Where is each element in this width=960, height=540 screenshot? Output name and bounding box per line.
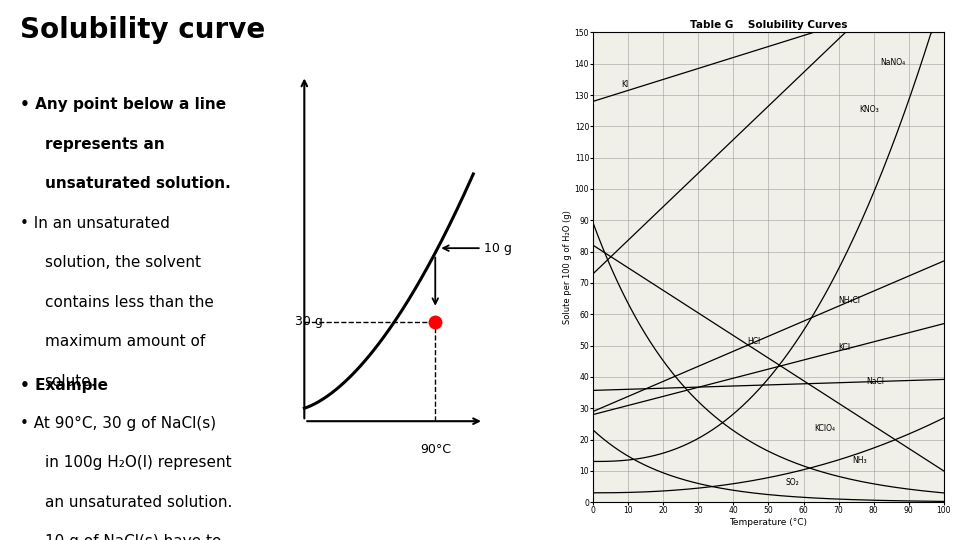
Text: NH₄Cl: NH₄Cl	[839, 296, 860, 305]
Text: contains less than the: contains less than the	[44, 295, 213, 310]
Text: solute.: solute.	[44, 374, 96, 389]
Text: • Any point below a line: • Any point below a line	[20, 97, 227, 112]
Text: 30 g: 30 g	[295, 315, 323, 328]
Text: KNO₃: KNO₃	[859, 105, 879, 114]
Text: • At 90°C, 30 g of NaCl(s): • At 90°C, 30 g of NaCl(s)	[20, 416, 216, 431]
Text: solution, the solvent: solution, the solvent	[44, 255, 201, 271]
Text: 90°C: 90°C	[420, 443, 451, 456]
Text: unsaturated solution.: unsaturated solution.	[44, 176, 230, 191]
Text: KCl: KCl	[839, 343, 851, 352]
Text: in 100g H₂O(l) represent: in 100g H₂O(l) represent	[44, 455, 231, 470]
Text: an unsaturated solution.: an unsaturated solution.	[44, 495, 232, 510]
Title: Table G    Solubility Curves: Table G Solubility Curves	[689, 20, 848, 30]
Text: represents an: represents an	[44, 137, 164, 152]
Text: • Example: • Example	[20, 378, 108, 393]
Text: 10 g: 10 g	[484, 242, 512, 255]
Text: NH₃: NH₃	[852, 456, 867, 464]
Text: • In an unsaturated: • In an unsaturated	[20, 216, 170, 231]
Text: KClO₄: KClO₄	[814, 424, 835, 433]
Text: HCl: HCl	[748, 336, 760, 346]
X-axis label: Temperature (°C): Temperature (°C)	[730, 518, 807, 527]
Text: SO₂: SO₂	[786, 477, 800, 487]
Y-axis label: Solute per 100 g of H₂O (g): Solute per 100 g of H₂O (g)	[563, 211, 572, 324]
Text: KI: KI	[621, 80, 629, 89]
Text: NaCl: NaCl	[867, 377, 884, 386]
Text: maximum amount of: maximum amount of	[44, 334, 204, 349]
Text: NaNO₄: NaNO₄	[880, 58, 905, 67]
Text: 10 g of NaCl(s) have to: 10 g of NaCl(s) have to	[44, 534, 221, 540]
Text: Solubility curve: Solubility curve	[20, 16, 266, 44]
